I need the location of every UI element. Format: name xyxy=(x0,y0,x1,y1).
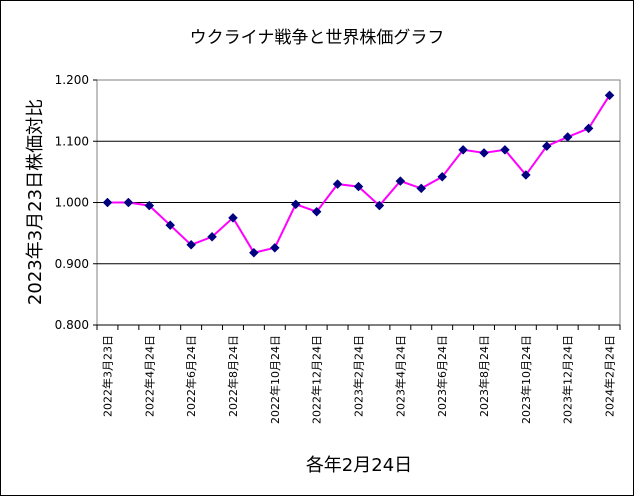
data-point-marker xyxy=(123,197,134,208)
data-point-marker xyxy=(186,239,196,250)
x-tick-label: 2022年4月24日 xyxy=(142,335,156,417)
data-point-marker xyxy=(102,197,113,208)
y-tick-label: 1.100 xyxy=(55,134,89,148)
data-point-marker xyxy=(604,90,615,101)
x-tick-label: 2023年12月24日 xyxy=(561,335,575,424)
y-axis-ticks: 0.800 0.900 1.000 1.100 1.200 xyxy=(55,73,97,332)
data-point-marker xyxy=(521,170,531,180)
data-point-marker xyxy=(437,171,448,182)
y-tick-label: 1.200 xyxy=(55,73,89,87)
x-tick-label: 2022年10月24日 xyxy=(268,335,282,424)
data-point-marker xyxy=(165,220,176,231)
data-point-marker xyxy=(395,176,406,186)
y-tick-label: 1.000 xyxy=(55,196,89,210)
data-point-marker xyxy=(144,200,155,211)
x-tick-label: 2023年6月24日 xyxy=(435,335,449,417)
data-point-marker xyxy=(458,144,468,155)
data-point-marker xyxy=(583,123,594,134)
data-point-marker xyxy=(228,212,238,223)
x-tick-label: 2023年8月24日 xyxy=(477,335,491,417)
data-point-marker xyxy=(562,132,573,142)
x-axis-label: 各年2月24日 xyxy=(306,455,412,476)
data-point-marker xyxy=(290,199,301,210)
data-point-marker xyxy=(416,183,427,194)
chart-title: ウクライナ戦争と世界株価グラフ xyxy=(190,28,445,48)
x-tick-label: 2022年8月24日 xyxy=(226,335,240,417)
data-point-marker xyxy=(207,231,217,242)
data-point-marker xyxy=(332,179,343,189)
x-tick-label: 2024年2月24日 xyxy=(603,335,617,417)
x-axis-ticks: 2022年3月23日 2022年4月24日 2022年6月24日 2022年8月24日… xyxy=(96,325,621,424)
y-tick-label: 0.800 xyxy=(55,318,89,332)
x-tick-label: 2022年12月24日 xyxy=(310,335,324,424)
data-point-marker xyxy=(249,247,259,258)
gridlines xyxy=(97,140,620,265)
x-tick-label: 2023年2月24日 xyxy=(352,335,366,417)
x-tick-label: 2023年4月24日 xyxy=(393,335,407,417)
series-markers xyxy=(102,90,615,258)
y-tick-label: 0.900 xyxy=(55,257,89,271)
y-axis-label: 2023年3月23日株価対比 xyxy=(25,99,46,305)
data-point-marker xyxy=(500,144,510,155)
data-point-marker xyxy=(269,242,280,253)
x-tick-label: 2022年3月23日 xyxy=(100,335,114,417)
data-point-marker xyxy=(541,141,552,152)
data-point-marker xyxy=(311,206,322,217)
x-tick-label: 2022年6月24日 xyxy=(184,335,198,417)
data-point-marker xyxy=(374,200,385,211)
x-tick-label: 2023年10月24日 xyxy=(519,335,533,424)
data-point-marker xyxy=(479,148,489,158)
data-point-marker xyxy=(353,181,364,192)
